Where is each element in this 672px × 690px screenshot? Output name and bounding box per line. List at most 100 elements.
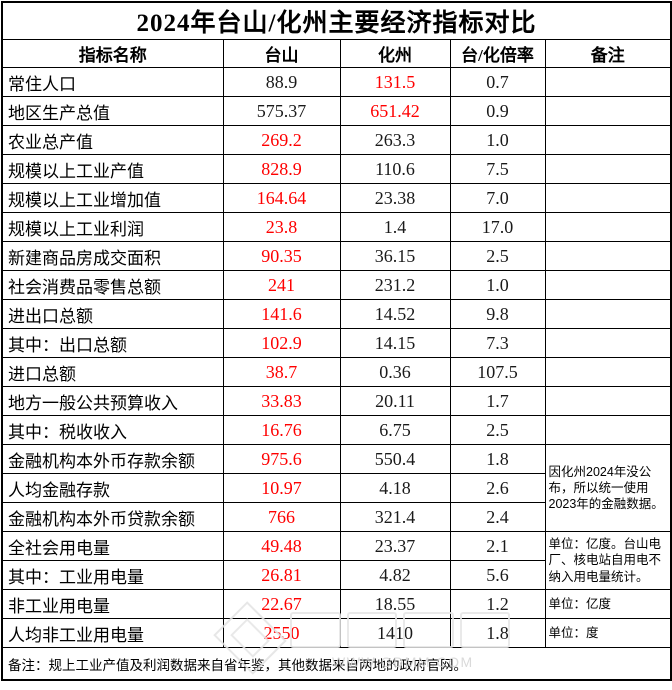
table-row: 人均非工业用电量 2550 1410 1.8 单位：度 <box>1 618 672 648</box>
table-row: 非工业用电量 22.67 18.55 1.2 单位：亿度 <box>1 589 672 619</box>
remark-cell: 单位：亿度 <box>544 589 672 619</box>
taishan-value: 38.7 <box>222 357 341 387</box>
indicator-name: 进出口总额 <box>1 299 224 329</box>
table-row: 全社会用电量 49.48 23.37 2.1 单位：亿度。台山电厂、核电站自用电不纳入用… <box>1 531 672 590</box>
remark-cell <box>544 154 672 184</box>
taishan-value: 766 <box>222 502 341 532</box>
footer-row: 备注：规上工业产值及利润数据来自省年鉴，其他数据来自两地的政府官网。 <box>1 647 672 681</box>
indicator-name: 社会消费品零售总额 <box>1 270 224 300</box>
remark-cell <box>544 299 672 329</box>
table-row: 金融机构本外币贷款余额 766 321.4 2.4 <box>1 502 671 532</box>
table-row: 规模以上工业产值 828.9 110.6 7.5 <box>1 154 672 184</box>
taishan-value: 2550 <box>222 618 341 648</box>
ratio-value: 2.6 <box>449 473 546 503</box>
table-row: 社会消费品零售总额 241 231.2 1.0 <box>1 270 672 300</box>
huazhou-value: 1410 <box>339 618 451 648</box>
huazhou-value: 1.4 <box>339 212 451 242</box>
huazhou-value: 131.5 <box>339 67 451 97</box>
ratio-value: 5.6 <box>449 560 546 590</box>
ratio-value: 7.3 <box>449 328 546 358</box>
table-row: 常住人口 88.9 131.5 0.7 <box>1 67 672 97</box>
taishan-value: 269.2 <box>222 125 341 155</box>
ratio-value: 1.0 <box>449 125 546 155</box>
taishan-value: 26.81 <box>222 560 341 590</box>
remark-cell <box>544 183 672 213</box>
taishan-value: 975.6 <box>222 444 341 474</box>
huazhou-value: 651.42 <box>339 96 451 126</box>
indicator-name: 农业总产值 <box>1 125 224 155</box>
taishan-value: 828.9 <box>222 154 341 184</box>
ratio-value: 1.2 <box>449 589 546 619</box>
indicator-name: 地方一般公共预算收入 <box>1 386 224 416</box>
huazhou-value: 23.37 <box>339 531 451 561</box>
table-row: 其中：出口总额 102.9 14.15 7.3 <box>1 328 672 358</box>
taishan-value: 90.35 <box>222 241 341 271</box>
taishan-value: 102.9 <box>222 328 341 358</box>
indicator-name: 其中：工业用电量 <box>1 560 224 590</box>
table-row: 其中：工业用电量 26.81 4.82 5.6 <box>1 560 671 590</box>
ratio-value: 7.5 <box>449 154 546 184</box>
remark-cell: 单位：亿度。台山电厂、核电站自用电不纳入用电量统计。 <box>544 531 672 590</box>
remark-cell <box>544 241 672 271</box>
ratio-value: 2.5 <box>449 415 546 445</box>
huazhou-value: 18.55 <box>339 589 451 619</box>
ratio-value: 1.0 <box>449 270 546 300</box>
remark-cell <box>544 212 672 242</box>
taishan-value: 10.97 <box>222 473 341 503</box>
table-row: 规模以上工业增加值 164.64 23.38 7.0 <box>1 183 672 213</box>
title-row: 2024年台山/化州主要经济指标对比 <box>1 1 672 40</box>
remark-cell <box>544 415 672 445</box>
indicator-name: 规模以上工业产值 <box>1 154 224 184</box>
huazhou-value: 4.82 <box>339 560 451 590</box>
indicator-name: 金融机构本外币贷款余额 <box>1 502 224 532</box>
ratio-value: 1.7 <box>449 386 546 416</box>
table-row: 新建商品房成交面积 90.35 36.15 2.5 <box>1 241 672 271</box>
huazhou-value: 23.38 <box>339 183 451 213</box>
table-row: 其中：税收收入 16.76 6.75 2.5 <box>1 415 672 445</box>
huazhou-value: 14.15 <box>339 328 451 358</box>
column-header-remark: 备注 <box>544 39 672 68</box>
remark-cell <box>544 67 672 97</box>
column-header-indicator: 指标名称 <box>1 39 224 68</box>
column-header-ratio: 台/化倍率 <box>449 39 546 68</box>
indicator-name: 规模以上工业增加值 <box>1 183 224 213</box>
ratio-value: 1.8 <box>449 444 546 474</box>
remark-cell <box>544 357 672 387</box>
table-row: 地方一般公共预算收入 33.83 20.11 1.7 <box>1 386 672 416</box>
taishan-value: 16.76 <box>222 415 341 445</box>
taishan-value: 22.67 <box>222 589 341 619</box>
huazhou-value: 321.4 <box>339 502 451 532</box>
huazhou-value: 550.4 <box>339 444 451 474</box>
ratio-value: 0.7 <box>449 67 546 97</box>
table-row: 人均金融存款 10.97 4.18 2.6 <box>1 473 671 503</box>
remark-cell <box>544 96 672 126</box>
table-row: 进口总额 38.7 0.36 107.5 <box>1 357 672 387</box>
taishan-value: 141.6 <box>222 299 341 329</box>
huazhou-value: 6.75 <box>339 415 451 445</box>
ratio-value: 17.0 <box>449 212 546 242</box>
header-row: 指标名称 台山 化州 台/化倍率 备注 <box>1 39 672 68</box>
page-title: 2024年台山/化州主要经济指标对比 <box>1 1 672 40</box>
huazhou-value: 4.18 <box>339 473 451 503</box>
huazhou-value: 36.15 <box>339 241 451 271</box>
huazhou-value: 263.3 <box>339 125 451 155</box>
indicator-name: 金融机构本外币存款余额 <box>1 444 224 474</box>
taishan-value: 575.37 <box>222 96 341 126</box>
indicator-name: 规模以上工业利润 <box>1 212 224 242</box>
table-row: 规模以上工业利润 23.8 1.4 17.0 <box>1 212 672 242</box>
taishan-value: 88.9 <box>222 67 341 97</box>
huazhou-value: 0.36 <box>339 357 451 387</box>
taishan-value: 164.64 <box>222 183 341 213</box>
footer-note: 备注：规上工业产值及利润数据来自省年鉴，其他数据来自两地的政府官网。 <box>1 647 672 681</box>
indicator-name: 其中：出口总额 <box>1 328 224 358</box>
taishan-value: 241 <box>222 270 341 300</box>
ratio-value: 2.1 <box>449 531 546 561</box>
indicator-name: 其中：税收收入 <box>1 415 224 445</box>
indicator-name: 常住人口 <box>1 67 224 97</box>
taishan-value: 33.83 <box>222 386 341 416</box>
indicator-name: 进口总额 <box>1 357 224 387</box>
indicator-name: 人均金融存款 <box>1 473 224 503</box>
ratio-value: 2.5 <box>449 241 546 271</box>
indicator-name: 人均非工业用电量 <box>1 618 224 648</box>
